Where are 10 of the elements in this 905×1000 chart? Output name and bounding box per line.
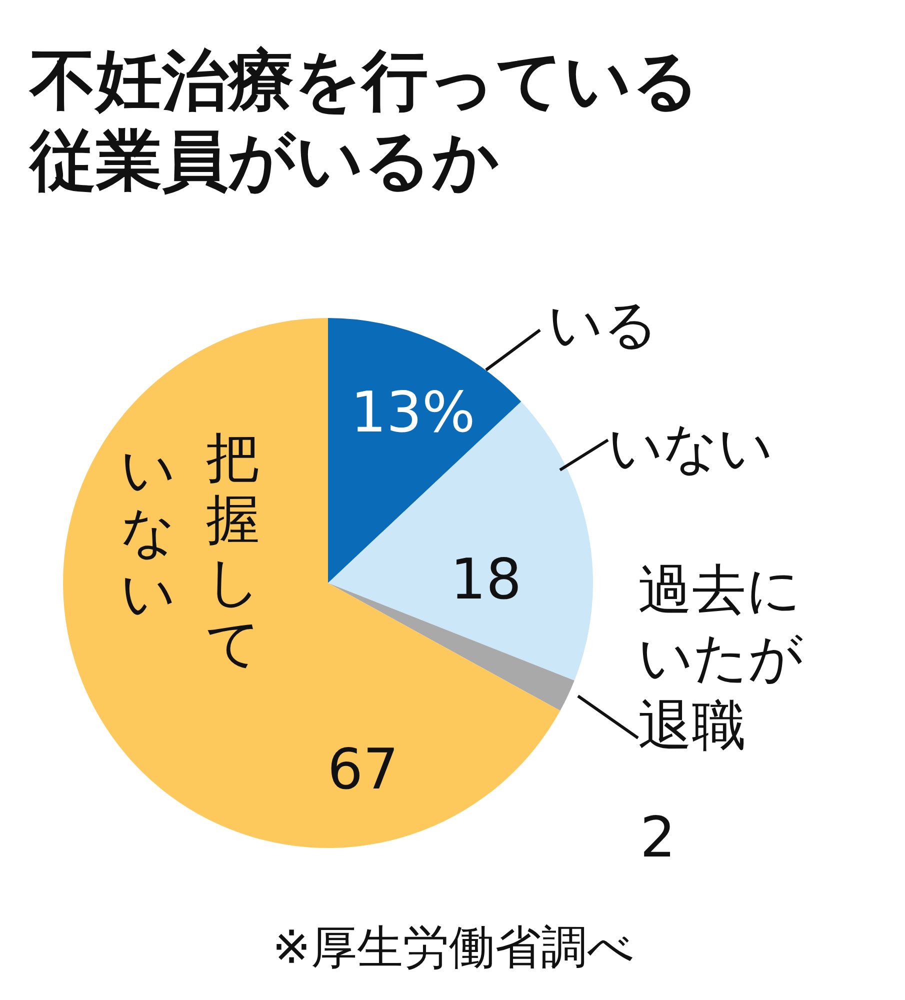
text: ※厚生労働省調べ <box>272 920 634 974</box>
slice-label: いない <box>608 416 773 479</box>
slice-label: 過去にいたが退職 <box>638 558 803 757</box>
data-label: 18 <box>450 547 522 612</box>
data-label: 2 <box>640 805 676 870</box>
data-label: 13% <box>350 380 476 446</box>
slice-label: いる <box>548 293 658 356</box>
category-label: 把握していない <box>120 426 260 675</box>
data-label: 67 <box>327 737 399 802</box>
chart-title: 不妊治療を行っている従業員がいるか <box>28 42 700 199</box>
